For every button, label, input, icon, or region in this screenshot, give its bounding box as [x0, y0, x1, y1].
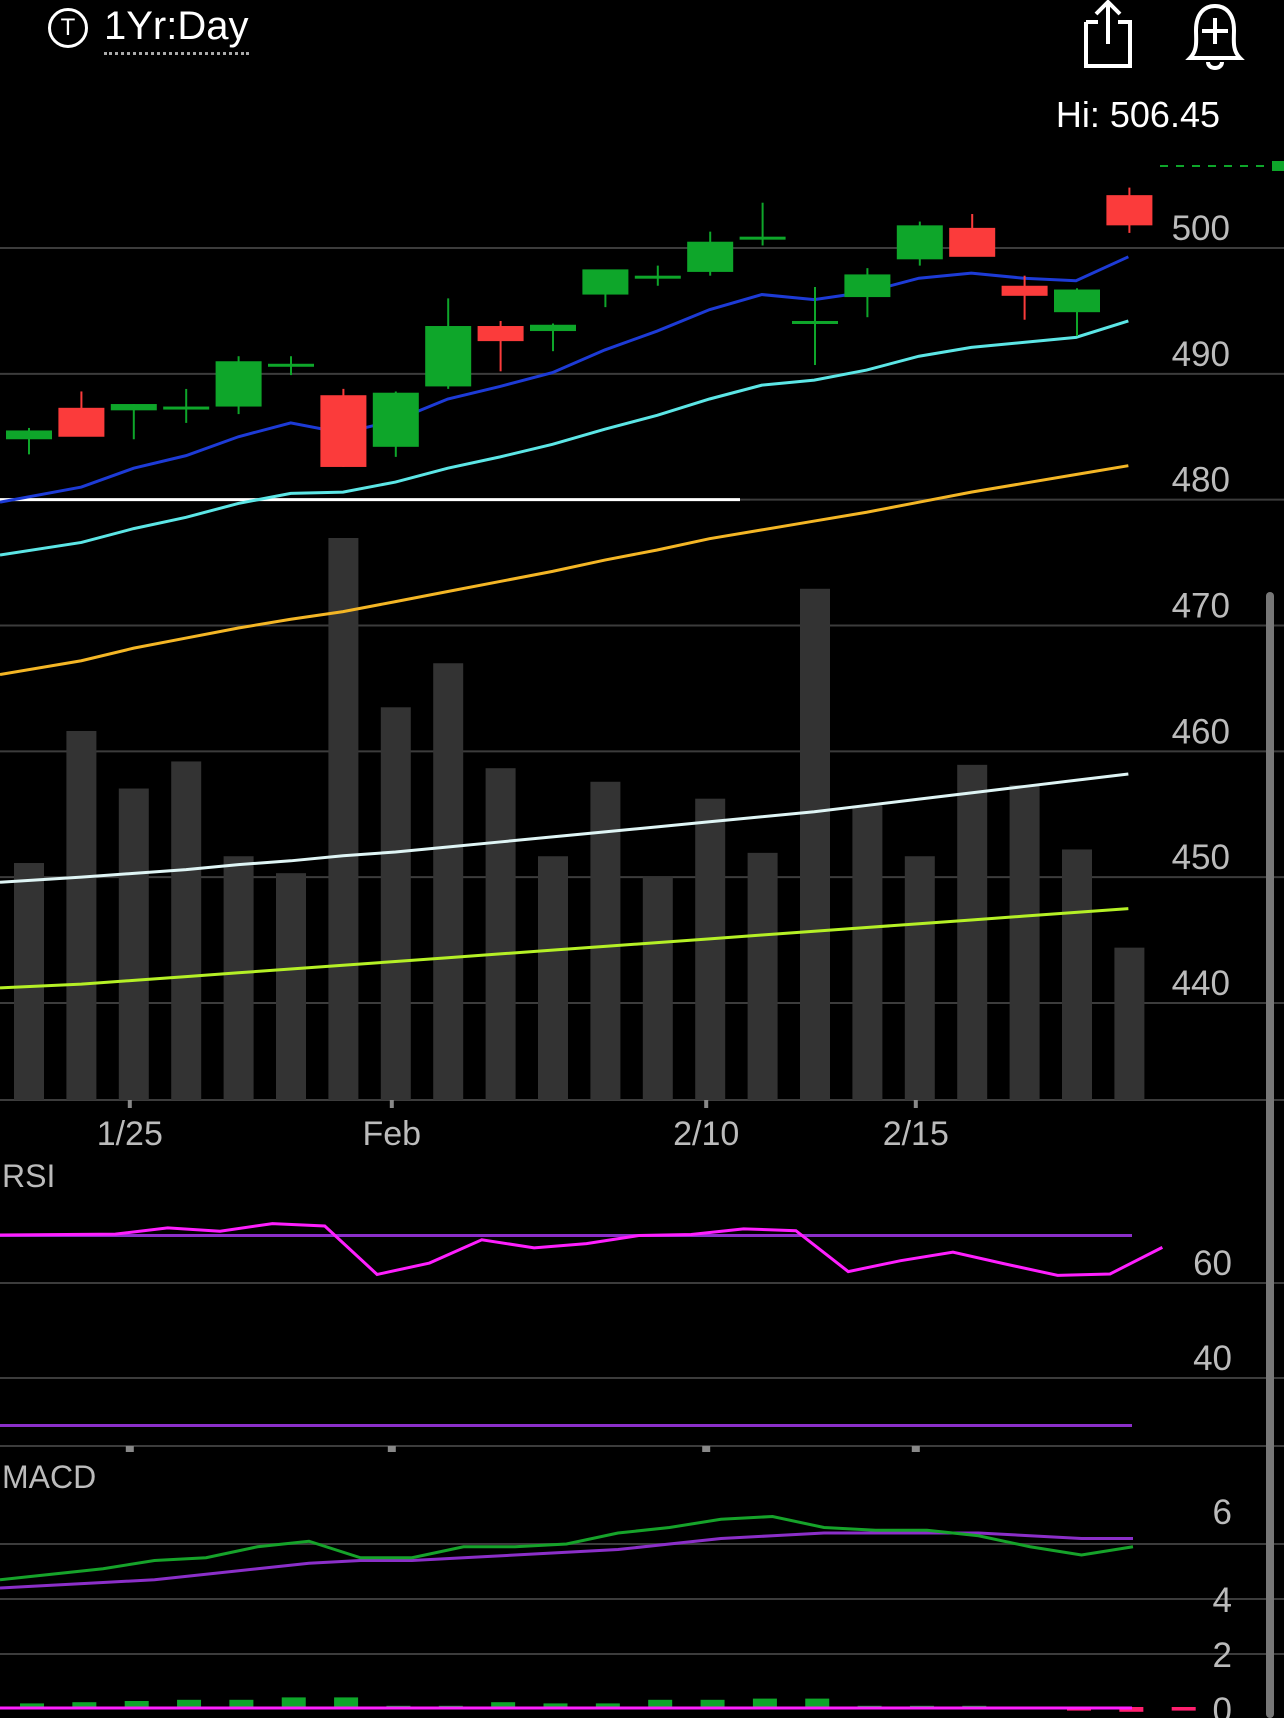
macd-histogram-bar [72, 1702, 97, 1707]
macd-axis-label: 4 [1213, 1581, 1232, 1620]
x-axis-label: 1/25 [97, 1115, 163, 1153]
volume-bar [747, 852, 778, 1100]
volume-bar [485, 768, 516, 1100]
x-axis-label: 2/15 [883, 1115, 949, 1153]
volume-bar [14, 863, 44, 1100]
volume-bar [904, 856, 935, 1100]
x-axis-label: Feb [363, 1115, 422, 1153]
macd-histogram-bar [124, 1701, 149, 1707]
macd-axis-label: 2 [1213, 1636, 1232, 1675]
volume-bar [276, 873, 306, 1100]
x-axis-label: 2/10 [673, 1115, 739, 1153]
candle-body [582, 269, 629, 295]
macd-histogram-bar [491, 1702, 516, 1707]
macd-histogram-bar [334, 1697, 359, 1707]
candle-body [1106, 195, 1153, 226]
volume-bar [852, 805, 883, 1100]
top-bar: T 1Yr:Day [0, 0, 1284, 95]
macd-histogram-bar [1171, 1707, 1196, 1711]
share-icon[interactable] [1076, 0, 1136, 70]
candle-body [792, 320, 838, 324]
macd-histogram-bar [543, 1703, 568, 1707]
macd-title: MACD [2, 1459, 96, 1495]
high-marker [1272, 161, 1284, 171]
moving-average-line [0, 772, 1129, 884]
volume-bar [590, 781, 621, 1100]
moving-average-line [0, 464, 1129, 677]
price-axis-label: 450 [1172, 838, 1230, 877]
candle-body [687, 241, 734, 272]
candle-body [268, 363, 314, 367]
moving-average-line [0, 255, 1129, 504]
price-axis-label: 500 [1172, 209, 1230, 248]
volume-bar [118, 788, 149, 1100]
add-alert-bell-icon[interactable] [1182, 0, 1248, 72]
moving-average-line [0, 319, 1129, 557]
macd-histogram-bar [648, 1699, 673, 1707]
rsi-axis-label: 40 [1193, 1339, 1232, 1378]
candle-body [634, 275, 681, 279]
volume-bar [1114, 947, 1145, 1100]
candle-body [215, 361, 262, 407]
volume-bar [171, 761, 202, 1100]
candle-body [163, 406, 210, 410]
volume-bar [223, 856, 254, 1100]
price-axis-label: 490 [1172, 335, 1230, 374]
volume-bar [380, 707, 411, 1100]
moving-average-line [0, 907, 1129, 990]
rsi-x-tick [911, 1446, 920, 1452]
macd-histogram-bar [20, 1703, 44, 1707]
candle-body [1054, 289, 1100, 313]
scrollbar[interactable] [1266, 592, 1274, 1718]
volume-bar [800, 588, 830, 1100]
price-axis-label: 460 [1172, 712, 1230, 751]
timeframe-selector[interactable]: 1Yr:Day [104, 2, 249, 55]
macd-axis-label: 6 [1213, 1493, 1232, 1532]
price-axis-label: 440 [1172, 964, 1230, 1003]
candle-body [530, 324, 576, 332]
macd-axis-label: 0 [1213, 1691, 1232, 1718]
volume-bar [66, 730, 97, 1100]
volume-bar [1009, 785, 1040, 1100]
candle-body [6, 430, 52, 440]
candle-body [949, 227, 996, 257]
macd-histogram-bar [229, 1699, 254, 1707]
macd-histogram-bar [281, 1697, 306, 1707]
volume-bar [642, 876, 673, 1100]
macd-histogram-bar [177, 1699, 202, 1707]
price-axis-label: 470 [1172, 587, 1230, 626]
volume-bar [1062, 849, 1092, 1100]
candle-body [425, 326, 472, 387]
candle-body [1001, 285, 1048, 296]
volume-bar [328, 538, 359, 1100]
candle-body [320, 395, 367, 467]
candle-body [58, 407, 105, 437]
candle-body [110, 404, 157, 411]
volume-bar [695, 798, 726, 1100]
rsi-x-tick [387, 1446, 396, 1452]
macd-histogram-bar [700, 1699, 725, 1707]
rsi-x-tick [702, 1446, 711, 1452]
candle-body [739, 236, 786, 240]
rsi-line [0, 1222, 1164, 1277]
volume-bar [957, 764, 988, 1100]
rsi-x-tick [125, 1446, 134, 1452]
volume-bar [433, 663, 464, 1100]
rsi-axis-label: 60 [1193, 1244, 1232, 1283]
volume-bar [538, 856, 568, 1100]
macd-line [0, 1514, 1134, 1582]
high-price-label: Hi: 506.45 [1055, 94, 1220, 135]
candle-body [896, 225, 943, 260]
timeframe-icon[interactable]: T [48, 8, 88, 48]
macd-histogram-bar [805, 1698, 830, 1707]
macd-histogram-bar [595, 1703, 620, 1707]
macd-histogram-bar [752, 1698, 777, 1707]
rsi-title: RSI [2, 1158, 55, 1194]
candle-body [477, 326, 524, 342]
candle-body [844, 274, 891, 298]
candle-body [372, 392, 419, 447]
price-axis-label: 480 [1172, 461, 1230, 500]
